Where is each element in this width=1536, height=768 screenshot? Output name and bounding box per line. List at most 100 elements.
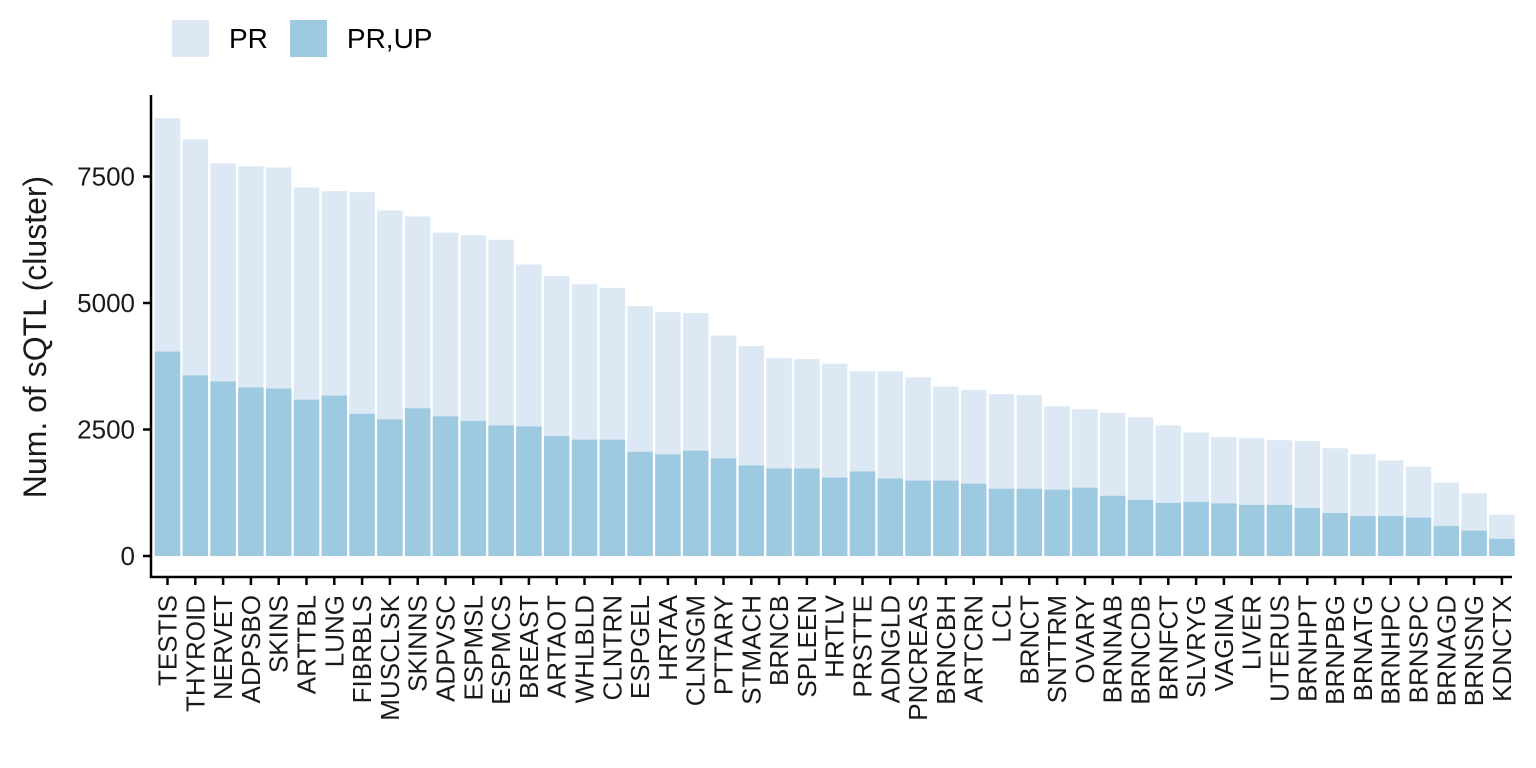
x-tick-label-brnnab: BRNNAB [1098,595,1128,703]
x-tick-label-skins: SKINS [264,595,294,673]
x-tick-label-testis: TESTIS [153,595,183,686]
bar-pr-up-brnspc [1405,517,1432,556]
bar-pr-up-brnnab [1099,495,1126,556]
x-tick-label-clntrn: CLNTRN [597,595,627,700]
x-tick-label-brnpbg: BRNPBG [1320,595,1350,705]
x-tick-label-thyroid: THYROID [180,595,210,712]
x-tick-label-whlbld: WHLBLD [570,595,600,703]
bar-pr-up-adpsbo [238,387,264,556]
bar-pr-up-skinns [404,408,431,556]
bar-pr-up-brncdb [1127,499,1154,556]
x-tick-label-kdnctx: KDNCTX [1487,595,1517,702]
y-tick-label: 2500 [77,415,135,445]
bar-pr-up-brnct [1016,488,1043,556]
x-tick-label-breast: BREAST [514,595,544,699]
x-tick-label-musclsk: MUSCLSK [375,594,405,720]
x-tick-label-spleen: SPLEEN [792,595,822,698]
x-tick-label-brnct: BRNCT [1014,595,1044,685]
bar-pr-up-stmach [738,465,765,556]
x-tick-label-lcl: LCL [987,595,1017,643]
y-tick-label: 5000 [77,288,135,318]
bar-pr-up-lcl [988,488,1015,556]
x-tick-label-brncbh: BRNCBH [931,595,961,705]
x-tick-label-nervet: NERVET [208,595,238,700]
bar-pr-up-pttary [710,458,737,556]
bar-pr-up-musclsk [377,419,403,556]
x-tick-label-brnhpt: BRNHPT [1292,595,1322,702]
x-tick-label-brnagd: BRNAGD [1431,595,1461,706]
x-tick-label-hrtlv: HRTLV [820,594,850,677]
x-tick-label-espgel: ESPGEL [625,595,655,699]
bar-pr-up-pncreas [905,480,931,556]
x-tick-label-lung: LUNG [319,595,349,667]
x-tick-label-artaot: ARTAOT [542,595,572,698]
bar-pr-up-lung [321,395,348,556]
bar-pr-up-ovary [1072,487,1098,556]
legend-label-pr: PR [229,22,268,54]
bar-pr-up-slvryg [1183,501,1209,556]
x-tick-label-prstte: PRSTTE [848,595,878,698]
bar-pr-up-clntrn [599,439,626,556]
x-tick-label-artcrn: ARTCRN [959,595,989,703]
bar-pr-up-brnhpc [1377,516,1404,556]
legend-item-pr: PR [172,20,268,57]
series-pr-up-bars [154,351,1515,556]
bar-pr-up-brnpbg [1322,512,1348,556]
bar-pr-up-brncb [766,468,792,556]
legend-label-pr-up: PR,UP [346,22,433,54]
bar-pr-up-brnhpt [1294,507,1321,556]
bar-pr-up-prstte [849,471,876,556]
legend-item-pr-up: PR,UP [289,20,433,57]
bar-pr-up-brnagd [1433,526,1460,556]
x-tick-label-brncdb: BRNCDB [1126,595,1156,705]
x-tick-label-espmsl: ESPMSL [458,595,488,701]
bar-pr-up-espmcs [488,425,514,556]
x-tick-label-uterus: UTERUS [1265,595,1295,702]
bar-pr-up-artcrn [960,483,987,556]
bar-pr-up-vagina [1211,503,1237,556]
x-tick-label-pncreas: PNCREAS [903,595,933,721]
y-tick-label: 0 [121,541,135,571]
bar-pr-up-brnsng [1461,530,1487,556]
legend-swatch-pr-up [289,20,327,57]
x-tick-label-adpsbo: ADPSBO [236,595,266,703]
legend-swatch-pr [172,20,209,57]
x-tick-label-stmach: STMACH [736,595,766,705]
bar-pr-up-adngld [877,478,904,556]
x-tick-label-arttbl: ARTTBL [292,595,322,694]
x-tick-label-adpvsc: ADPVSC [431,595,461,702]
bar-pr-up-espgel [627,451,653,556]
bar-pr-up-whlbld [571,439,598,556]
bar-pr-up-hrtlv [821,477,848,556]
bar-pr-up-thyroid [182,375,209,556]
bar-pr-up-adpvsc [432,416,459,556]
y-axis-label: Num. of sQTL (cluster) [17,176,53,498]
x-tick-label-brnspc: BRNSPC [1404,595,1434,703]
y-axis-ticks: 0 2500 5000 7500 [77,162,151,571]
legend: PR PR,UP [172,20,454,57]
x-tick-label-brncb: BRNCB [764,595,794,686]
bar-pr-up-testis [154,351,181,556]
x-tick-label-espmcs: ESPMCS [486,595,516,705]
bar-pr-up-skins [265,388,292,556]
x-tick-label-skinns: SKINNS [403,595,433,692]
bar-pr-up-hrtaa [655,454,681,556]
y-tick-label: 7500 [77,162,135,192]
x-tick-label-adngld: ADNGLD [875,595,905,703]
bar-pr-up-brncbh [933,480,959,556]
x-tick-label-slvryg: SLVRYG [1181,595,1211,698]
x-tick-label-brnsng: BRNSNG [1459,595,1489,706]
x-tick-label-snttrm: SNTTRM [1042,595,1072,703]
bar-pr-up-brnatg [1350,516,1376,556]
x-tick-label-pttary: PTTARY [709,595,739,695]
x-tick-label-brnatg: BRNATG [1348,595,1378,701]
bar-pr-up-fibrbls [349,413,375,556]
bar-pr-up-clnsgm [682,450,709,556]
bar-pr-up-breast [516,426,542,556]
bar-pr-up-espmsl [460,420,487,556]
x-tick-label-brnhpc: BRNHPC [1376,595,1406,705]
x-tick-label-fibrbls: FIBRBLS [347,595,377,703]
bar-pr-up-snttrm [1044,489,1070,556]
bar-pr-up-nervet [210,381,236,556]
